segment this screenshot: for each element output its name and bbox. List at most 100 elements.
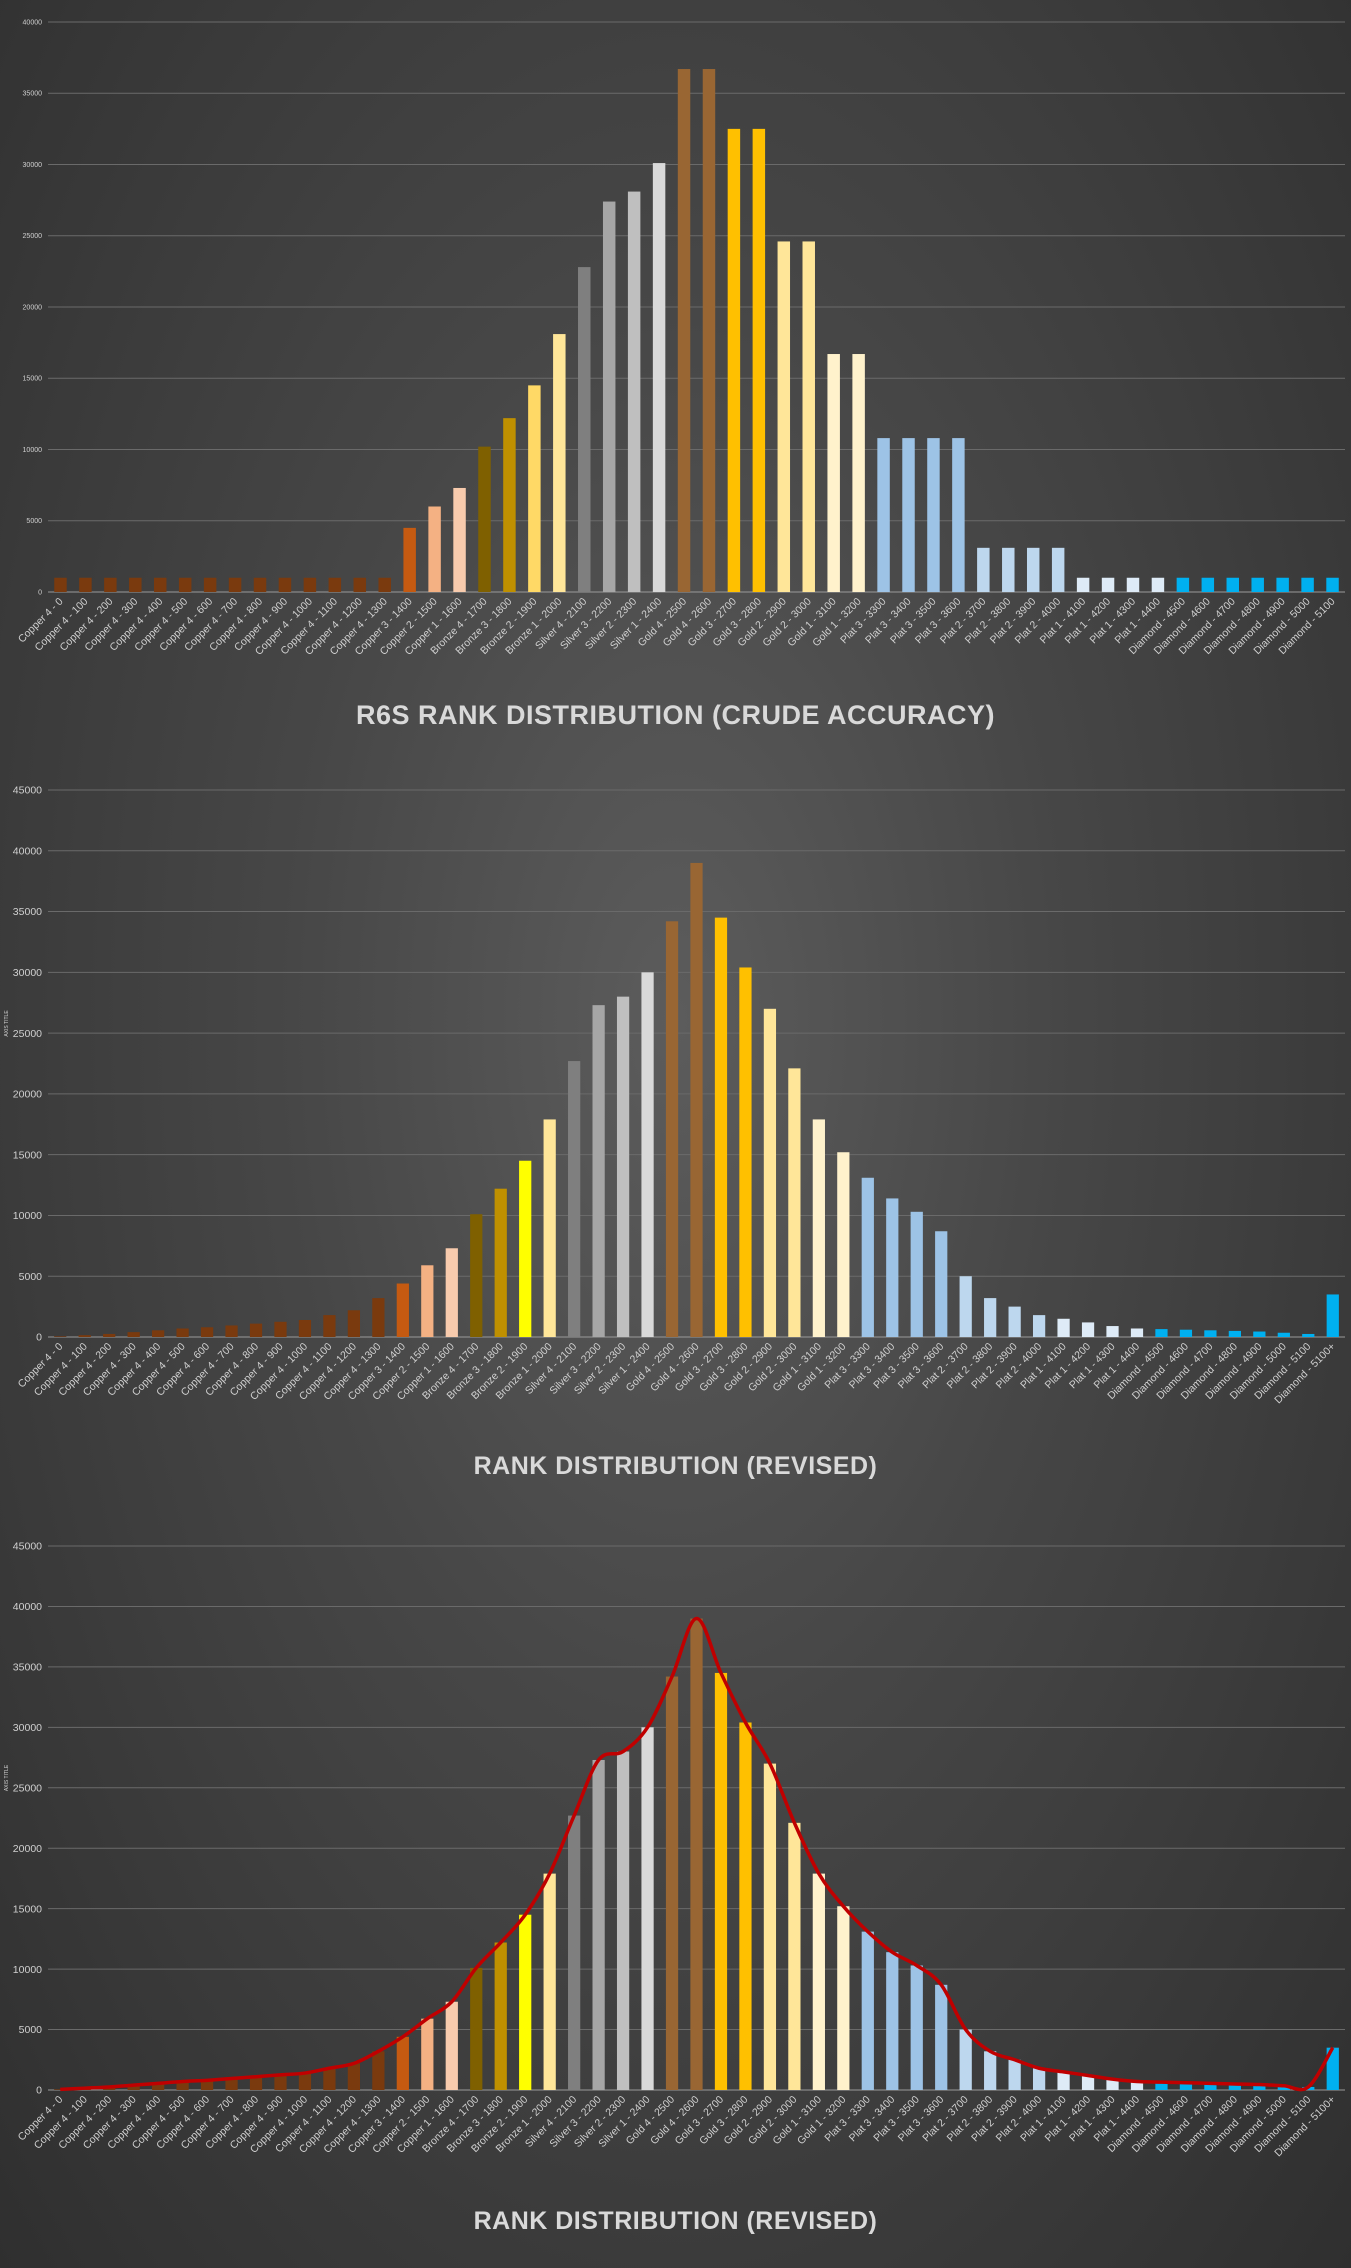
bar [886,1952,899,2090]
bar [421,1265,434,1337]
bar [152,2083,165,2090]
bar [677,69,691,592]
bar [494,1942,507,2090]
y-tick-label: 40000 [13,845,42,857]
bar [54,2089,67,2090]
bar [641,1727,654,2090]
bar [1057,1318,1070,1337]
y-tick-label: 10000 [13,1964,42,1976]
bar [886,1198,899,1337]
bar [528,385,541,592]
y-tick-label: 0 [36,1332,42,1344]
bar [752,128,766,592]
bar [602,201,616,593]
chart-title-crude: R6S RANK DISTRIBUTION (CRUDE ACCURACY) [356,700,995,730]
y-tick-label: 45000 [13,785,42,797]
bar [1130,2081,1144,2090]
bar [959,1276,972,1337]
bar [323,1315,336,1337]
bar [127,2085,140,2090]
bar [176,2081,189,2090]
bar [852,354,865,592]
bar [812,1119,825,1337]
bar [129,577,142,592]
rank-distribution-revised-chart: 0 5000 10000 15000 20000 25000 30000 35000 40000… [4,785,1345,1406]
bar [578,267,591,592]
bar [79,577,92,592]
bar [777,241,791,592]
bar [274,2074,287,2090]
bar [641,972,654,1337]
y-tick-label: 15000 [23,376,43,383]
bar [952,438,965,592]
bar [54,577,67,592]
bar [1226,577,1239,592]
bar [788,1822,801,2090]
bar [902,438,915,592]
bar [303,577,317,592]
bar [935,1984,948,2090]
chart-title-revised-trend: RANK DISTRIBUTION (REVISED) [473,2207,878,2235]
bar [788,1068,801,1337]
trendline [60,1616,1335,2092]
y-tick-label: 5000 [19,1271,43,1283]
bar [249,2076,263,2090]
bar [739,967,752,1337]
y-tick-label: 20000 [13,1843,42,1855]
bar [568,1815,581,2090]
bar [104,577,117,592]
bar [278,577,292,592]
bar [347,2063,361,2090]
bar [714,1672,728,2090]
bar [1179,1329,1193,1337]
bar [702,69,716,592]
bar [353,577,367,592]
y-tick-label: 20000 [13,1089,42,1101]
bar [1051,547,1065,592]
bar [861,1177,874,1337]
bar [428,506,441,592]
bar [228,577,242,592]
bar [378,577,391,592]
bar [543,1119,556,1337]
bar [445,1248,458,1337]
bar [837,1906,850,2090]
bar [935,1231,948,1337]
bar [396,2036,409,2090]
y-tick-label: 0 [38,589,42,596]
bar [802,241,815,592]
rank-distribution-revised-trend-chart: 0 5000 10000 15000 20000 25000 30000 35000 40000… [4,1541,1345,2159]
bar [616,1751,630,2090]
bar [1176,577,1190,592]
bar [225,2078,238,2090]
bar [861,1931,874,2090]
y-tick-label: 10000 [23,447,43,454]
y-tick-label: 35000 [23,91,43,98]
bar [519,1160,532,1337]
bar [372,1298,385,1337]
bar [403,527,416,592]
y-tick-label: 25000 [23,233,43,240]
bar [127,1332,140,1337]
bar [176,1328,189,1337]
bar [1326,1294,1339,1337]
bar [1076,577,1090,592]
y-tick-label: 5000 [26,518,42,525]
bar [1002,547,1015,592]
y-axis-title: AXIS TITLE [4,1764,10,1791]
bar [178,577,192,592]
bar [1228,2083,1241,2090]
bar [592,1005,605,1337]
bar [1106,2079,1119,2090]
bar [1057,2071,1070,2090]
bar [274,1321,287,1337]
bar [396,1283,409,1337]
bar [154,577,167,592]
bar [1179,2082,1193,2090]
bar [543,1873,556,2090]
bar [103,1333,116,1337]
y-tick-label: 30000 [13,967,42,979]
bar [225,1325,238,1337]
bar [1301,577,1314,592]
bar [910,1965,923,2090]
